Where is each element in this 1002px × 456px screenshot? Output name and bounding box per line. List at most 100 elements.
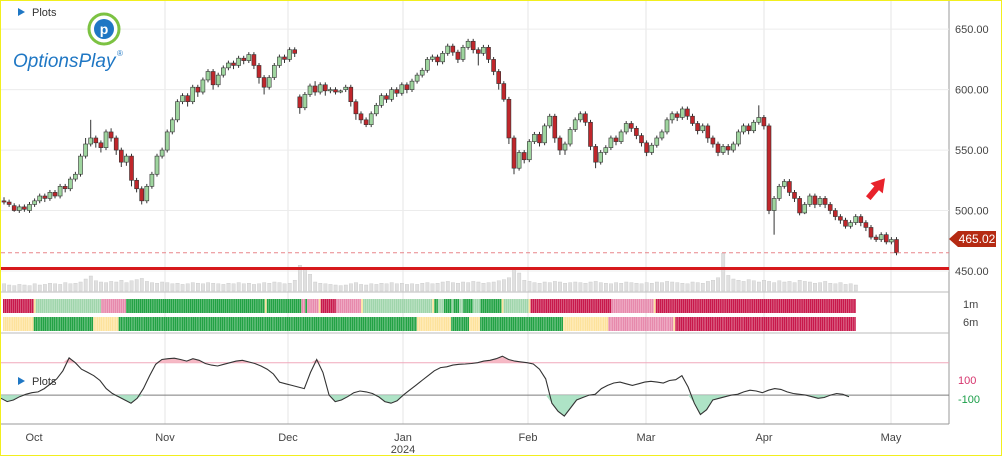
indicator-cell [338,299,340,313]
indicator-cell [51,299,53,313]
indicator-cell [447,317,450,331]
indicator-cell [243,299,246,313]
indicator-cell [133,299,136,313]
indicator-cell [120,299,123,313]
volume-bar [588,281,593,292]
volume-bar [706,281,710,292]
candle-body [679,108,685,118]
indicator-cell [751,317,753,331]
indicator-cell [842,299,845,313]
candle-body [557,137,563,151]
candle-body [715,143,721,153]
indicator-cell [368,299,371,313]
candle-body [149,173,155,187]
indicator-cell [22,317,25,331]
indicator-cell [443,317,446,331]
indicator-cell [559,299,562,313]
indicator-cell [248,317,251,331]
indicator-cell [225,317,227,331]
volume-bar [568,282,573,292]
volume-bar [400,283,404,292]
x-tick-jan: Jan [394,432,412,444]
indicator-cell [14,299,17,313]
indicator-cell [71,317,74,331]
indicator-cell [284,299,286,313]
indicator-cell [690,299,693,313]
plots-label: Plots [32,7,57,19]
indicator-cell [174,299,177,313]
indicator-cell [773,299,775,313]
candle-body [424,59,430,71]
indicator-cell [241,299,244,313]
indicator-cell [733,317,735,331]
indicator-cell [445,317,448,331]
indicator-cell [852,299,854,313]
volume-bar [262,282,267,292]
volume-bar [257,283,261,292]
indicator-cell [80,299,82,313]
volume-bar [201,283,205,292]
indicator-cell [537,317,540,331]
indicator-cell [495,299,498,313]
volume-bar [333,284,338,292]
indicator-cell [411,317,413,331]
indicator-cell [12,299,15,313]
indicator-cell [130,299,132,313]
volume-bar [48,283,52,292]
candle-body [577,113,583,121]
indicator-cell [724,317,726,331]
indicator-cell [81,299,84,313]
volume-bar [527,281,532,292]
indicator-cell [33,317,36,331]
candle-body [776,186,782,199]
indicator-cell [718,317,721,331]
indicator-cell [688,299,691,313]
volume-bar [639,283,644,292]
indicator-cell [546,317,549,331]
candle-body [358,113,364,121]
indicator-cell [668,317,670,331]
indicator-cell [239,317,242,331]
indicator-cell [289,299,292,313]
candle-body [266,77,272,88]
indicator-cell [745,317,748,331]
indicator-cell [782,299,785,313]
candle-body [623,123,629,133]
indicator-cell [287,299,290,313]
volume-bar [818,282,823,292]
candle-body [858,216,864,223]
volume-bar [772,282,777,292]
candle-body [210,71,216,86]
indicator-cell [154,317,157,331]
indicator-cell [351,299,354,313]
indicator-cell [46,317,48,331]
indicator-cell [467,317,470,331]
grid-lines [164,1,892,424]
candle-body [766,125,772,211]
indicator-cell [237,317,240,331]
indicator-cell [120,317,123,331]
candle-body [542,125,547,144]
indicator-cell [393,317,395,331]
indicator-cell [310,317,312,331]
price-tick-label: 650.00 [955,24,989,36]
volume-bar [32,283,37,292]
indicator-cell [263,317,265,331]
indicator-cell [499,317,502,331]
indicator-cell [728,299,731,313]
indicator-cell [77,317,79,331]
indicator-cell [572,317,574,331]
indicator-cell [59,317,61,331]
volume-bar [675,282,680,292]
volume-bar [308,274,312,292]
volume-bar [63,282,68,292]
indicator-cell [713,299,716,313]
candle-body [119,149,124,163]
candle-body [287,49,292,60]
indicator-cell [116,317,119,331]
volume-bar [252,284,256,292]
lower-plots-toggle[interactable]: Plots [18,376,57,388]
plots-toggle[interactable]: Plots [18,7,57,19]
indicator-cell [78,299,80,313]
indicator-cell [485,317,488,331]
